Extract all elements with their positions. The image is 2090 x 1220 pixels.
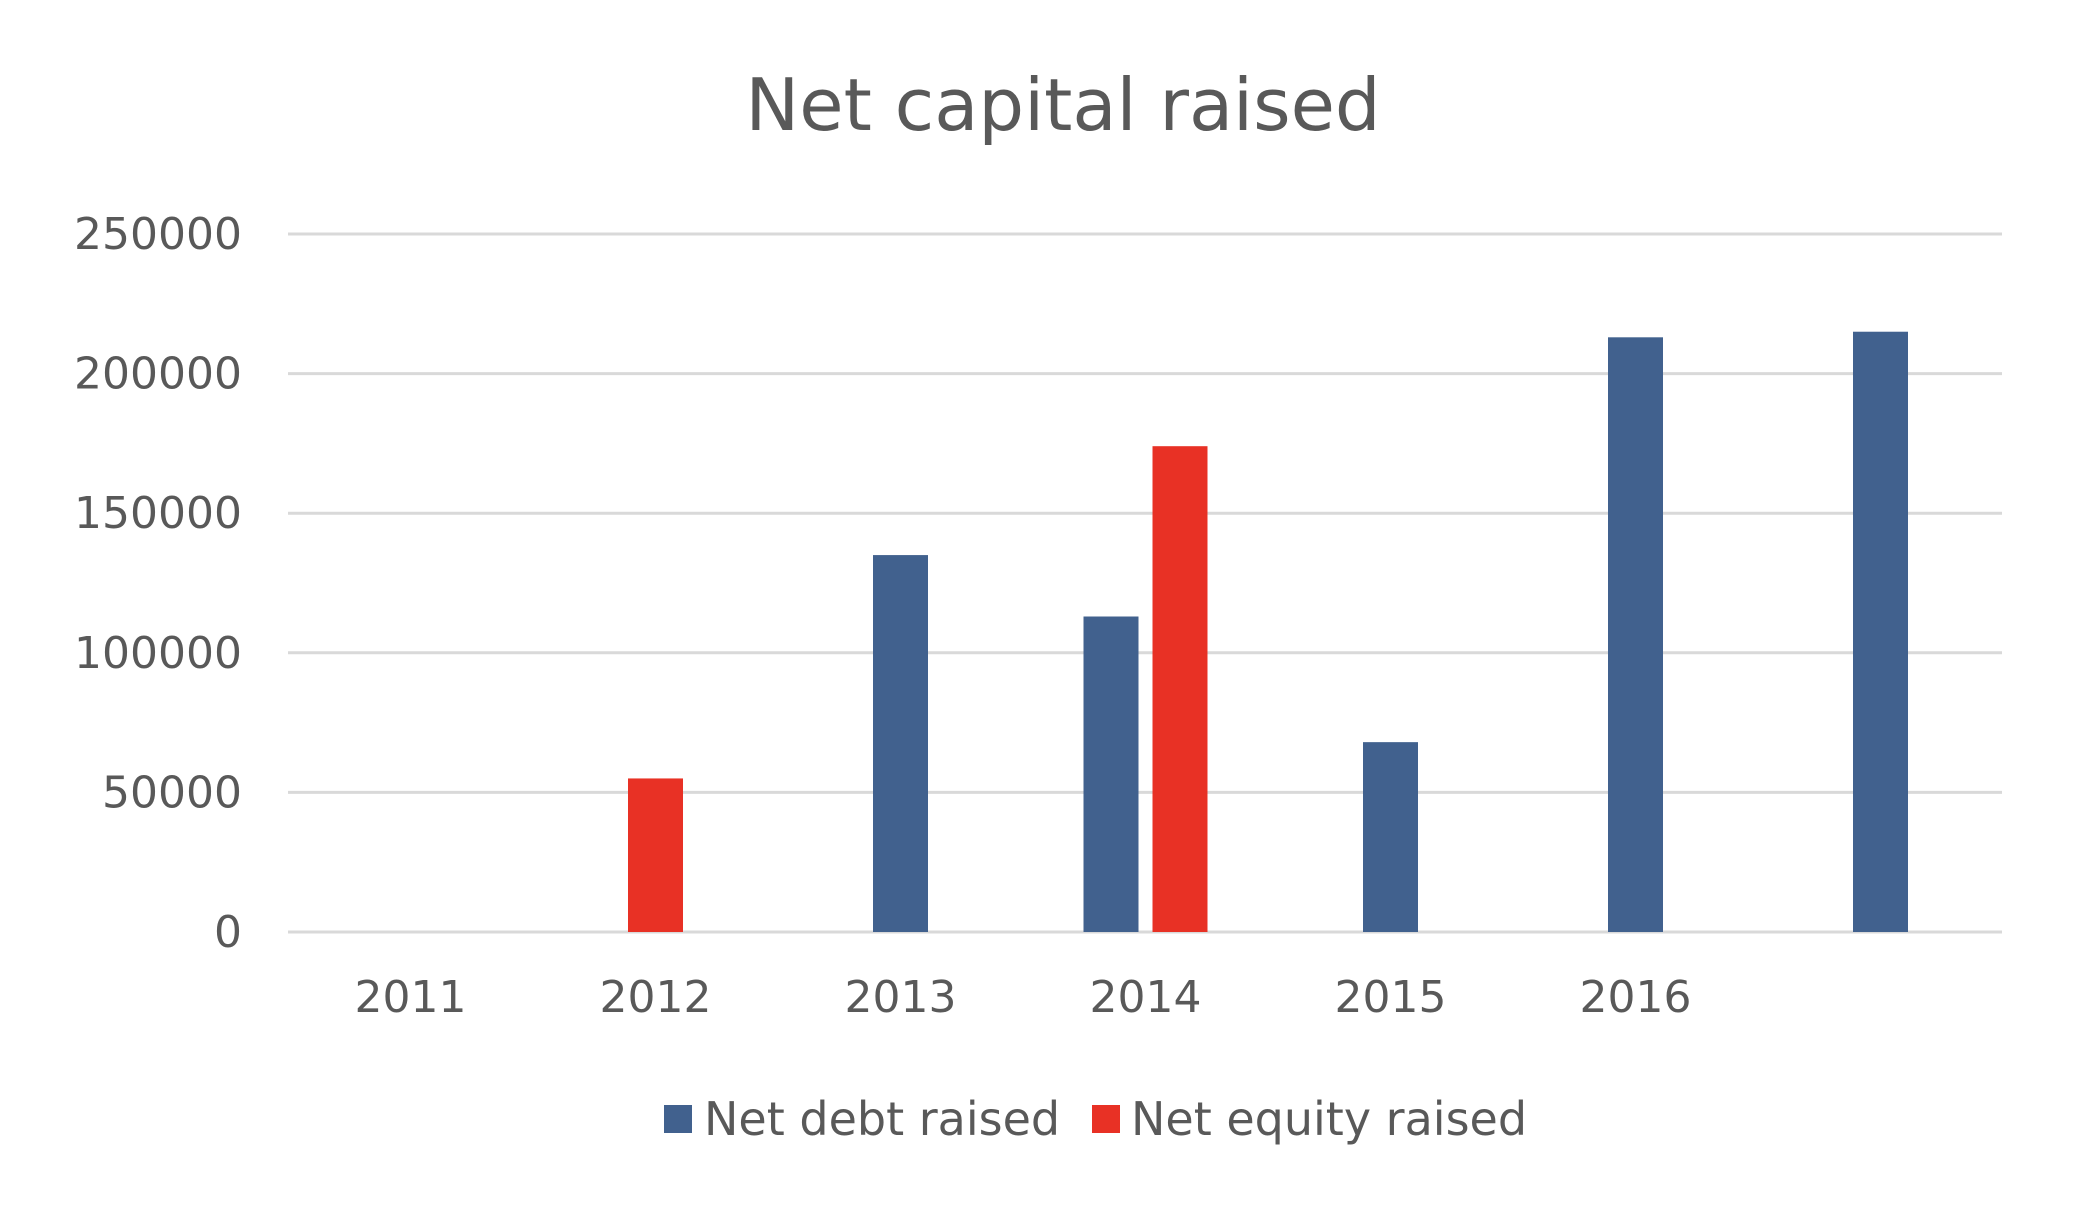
- legend-swatch: [664, 1105, 692, 1133]
- legend-swatch: [1092, 1105, 1120, 1133]
- y-tick-label: 250000: [74, 209, 242, 260]
- y-tick-label: 100000: [74, 628, 242, 679]
- bar-net-equity: [1152, 446, 1208, 932]
- y-tick-label: 150000: [74, 488, 242, 539]
- bar-net-debt: [873, 555, 928, 932]
- legend-label: Net equity raised: [1131, 1092, 1527, 1146]
- x-tick-label: 2015: [1335, 972, 1447, 1023]
- chart-title: Net capital raised: [745, 63, 1380, 147]
- x-tick-label: 2014: [1090, 972, 1202, 1023]
- x-tick-label: 2011: [355, 972, 467, 1023]
- x-tick-label: 2013: [845, 972, 957, 1023]
- bar-net-debt: [1853, 331, 1908, 933]
- x-tick-label: 2012: [600, 972, 712, 1023]
- gridlines: [288, 232, 2002, 934]
- legend: Net debt raised Net equity raised: [664, 1092, 1527, 1146]
- bar-net-debt: [1083, 616, 1139, 932]
- x-tick-label: 2016: [1580, 972, 1692, 1023]
- legend-label: Net debt raised: [704, 1092, 1060, 1146]
- y-tick-label: 50000: [102, 767, 242, 818]
- y-tick-label: 200000: [74, 349, 242, 400]
- bars: [628, 331, 1908, 933]
- bar-net-debt: [1363, 742, 1418, 932]
- bar-net-equity: [628, 778, 683, 932]
- y-axis-ticks: 0 50000 100000 150000 200000 250000: [74, 209, 242, 958]
- y-tick-label: 0: [214, 907, 242, 958]
- bar-net-debt: [1608, 337, 1663, 933]
- x-axis-ticks: 2011 2012 2013 2014 2015 2016: [355, 972, 1692, 1023]
